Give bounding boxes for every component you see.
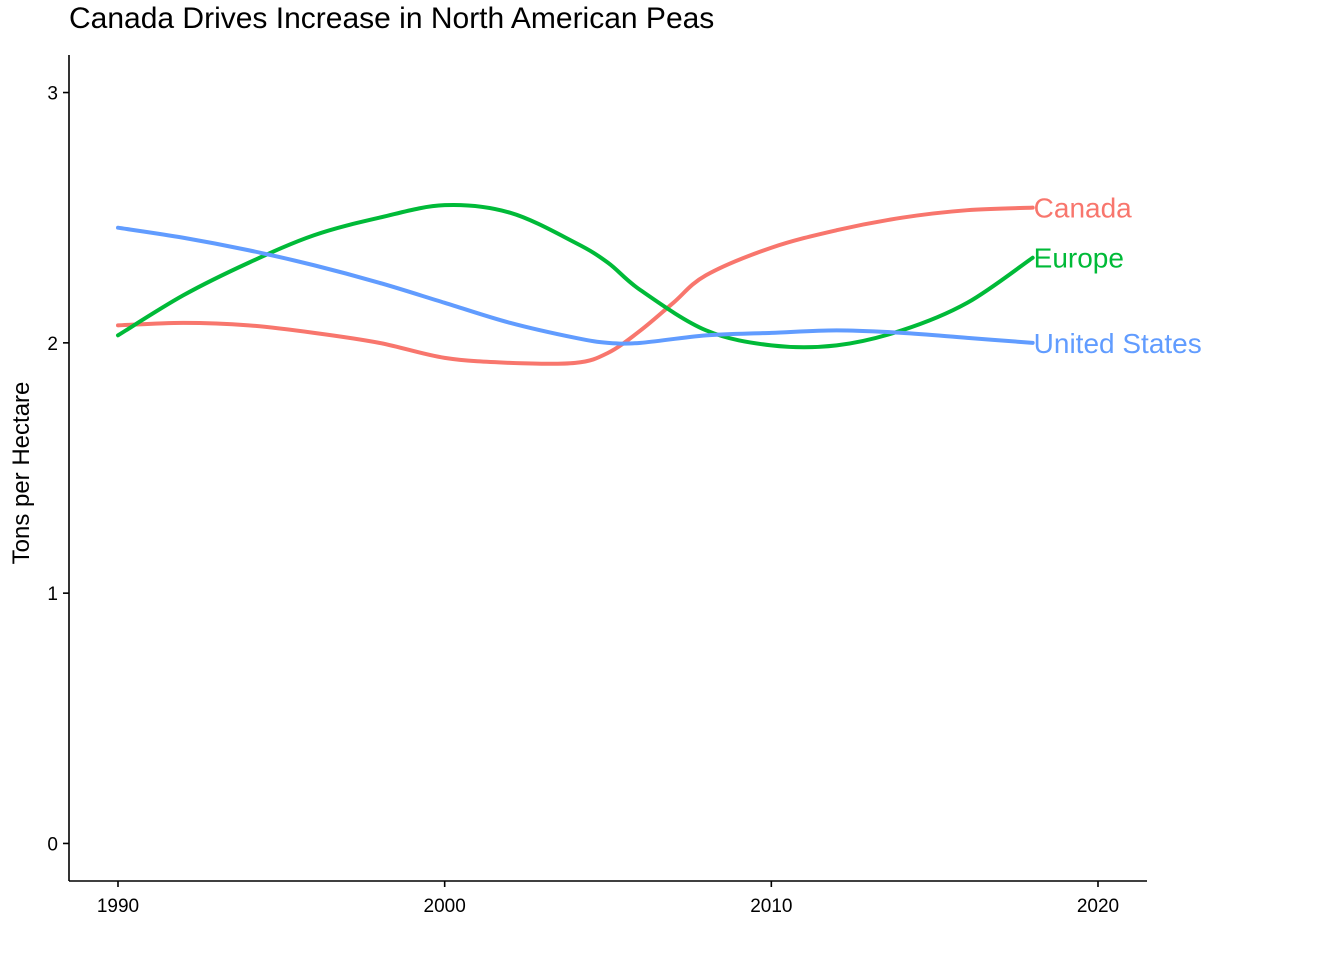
series-label-europe: Europe [1034, 243, 1124, 274]
y-tick-label: 1 [47, 584, 58, 605]
y-tick-label: 3 [47, 84, 58, 105]
y-axis-title: Tons per Hectare [8, 382, 35, 565]
x-tick-label: 1990 [97, 896, 139, 917]
series-label-united-states: United States [1034, 328, 1202, 359]
x-tick-label: 2020 [1077, 896, 1119, 917]
y-tick-label: 2 [47, 334, 58, 355]
axes [68, 55, 1147, 882]
series-line-europe [116, 203, 1035, 350]
series-line-united-states [116, 225, 1035, 346]
series-label-canada: Canada [1034, 193, 1133, 224]
series-lines [116, 203, 1035, 366]
x-tick-label: 2000 [424, 896, 466, 917]
x-tick-label: 2010 [750, 896, 792, 917]
axis-ticks: 0 1 2 3 1990 2000 2010 2020 [47, 84, 1119, 917]
series-line-canada [116, 205, 1035, 366]
chart-title: Canada Drives Increase in North American… [69, 2, 715, 35]
series-end-labels: Canada Europe United States [1034, 193, 1202, 359]
y-tick-label: 0 [47, 834, 58, 855]
